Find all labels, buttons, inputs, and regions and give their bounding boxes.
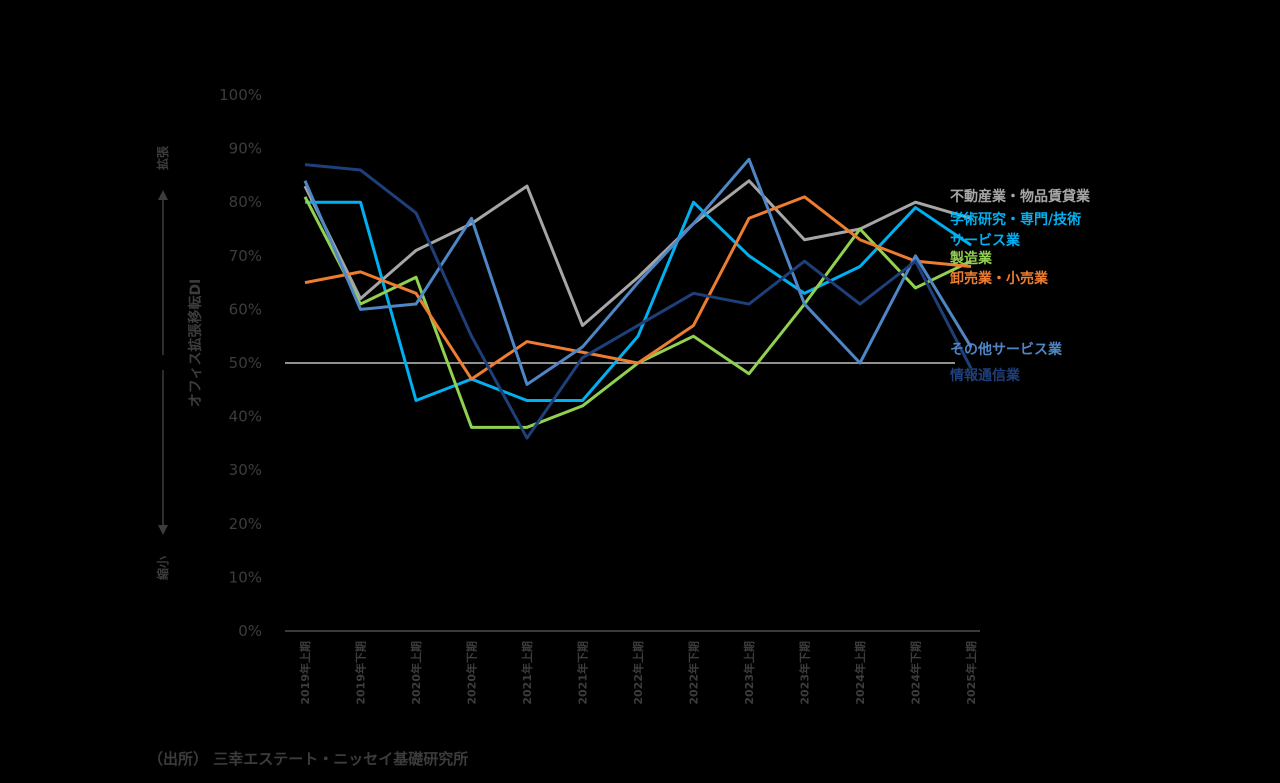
y-tick-label: 0%: [238, 622, 262, 640]
x-tick-label: 2019年上期: [298, 641, 312, 705]
expand-label: 拡張: [155, 145, 170, 170]
x-tick-label: 2025年上期: [964, 641, 978, 705]
arrow-up-head: [158, 190, 168, 200]
series-line: [304, 163, 973, 440]
y-tick-label: 20%: [229, 515, 262, 533]
y-tick-label: 40%: [229, 408, 262, 426]
y-tick-label: 50%: [229, 354, 262, 372]
series-end-label: 不動産業・物品賃貸業: [950, 188, 1091, 205]
series-line: [303, 157, 973, 386]
series-labels: 不動産業・物品賃貸業学術研究・専門/技術サービス業製造業卸売業・小売業その他サー…: [949, 188, 1091, 384]
x-tick-label: 2021年上期: [520, 641, 534, 705]
series-end-label: 情報通信業: [950, 367, 1021, 384]
x-tick-label: 2020年上期: [409, 641, 423, 705]
series-end-label: その他サービス業: [950, 341, 1063, 358]
arrow-down-head: [158, 525, 168, 535]
y-tick-label: 80%: [229, 193, 262, 211]
series-line: [305, 200, 972, 403]
x-tick-label: 2019年下期: [354, 641, 368, 705]
x-tick-label: 2022年上期: [631, 641, 645, 705]
series-lines: [303, 157, 973, 440]
x-tick-label: 2024年下期: [909, 641, 923, 705]
x-tick-label: 2020年下期: [465, 641, 479, 705]
y-tick-label: 10%: [229, 568, 262, 586]
y-tick-label: 30%: [229, 461, 262, 479]
x-tick-label: 2024年上期: [853, 641, 867, 705]
x-axis-ticks: 2019年上期 2019年下期 2020年上期 2020年下期 2021年上期 2021年…: [298, 641, 978, 705]
y-axis-ticks: 0% 10% 20% 30% 40% 50% 60% 70% 80% 90% 100%: [219, 86, 980, 640]
y-tick-label: 60%: [229, 300, 262, 318]
series-end-label: 学術研究・専門/技術: [950, 211, 1081, 228]
y-tick-label: 100%: [219, 86, 262, 104]
x-tick-label: 2021年下期: [576, 641, 590, 705]
x-tick-label: 2022年下期: [687, 641, 701, 705]
series-end-label: 製造業: [949, 250, 993, 267]
x-tick-label: 2023年下期: [798, 641, 812, 705]
series-end-label: サービス業: [950, 232, 1021, 249]
y-tick-label: 70%: [229, 247, 262, 265]
series-end-label: 卸売業・小売業: [950, 270, 1049, 287]
x-tick-label: 2023年上期: [742, 641, 756, 705]
source-note: （出所） 三幸エステート・ニッセイ基礎研究所: [148, 750, 469, 768]
y-axis-label: オフィス拡張移転DI: [187, 279, 204, 408]
y-tick-label: 90%: [229, 140, 262, 158]
shrink-label: 縮小: [155, 556, 170, 580]
series-line: [304, 195, 972, 381]
